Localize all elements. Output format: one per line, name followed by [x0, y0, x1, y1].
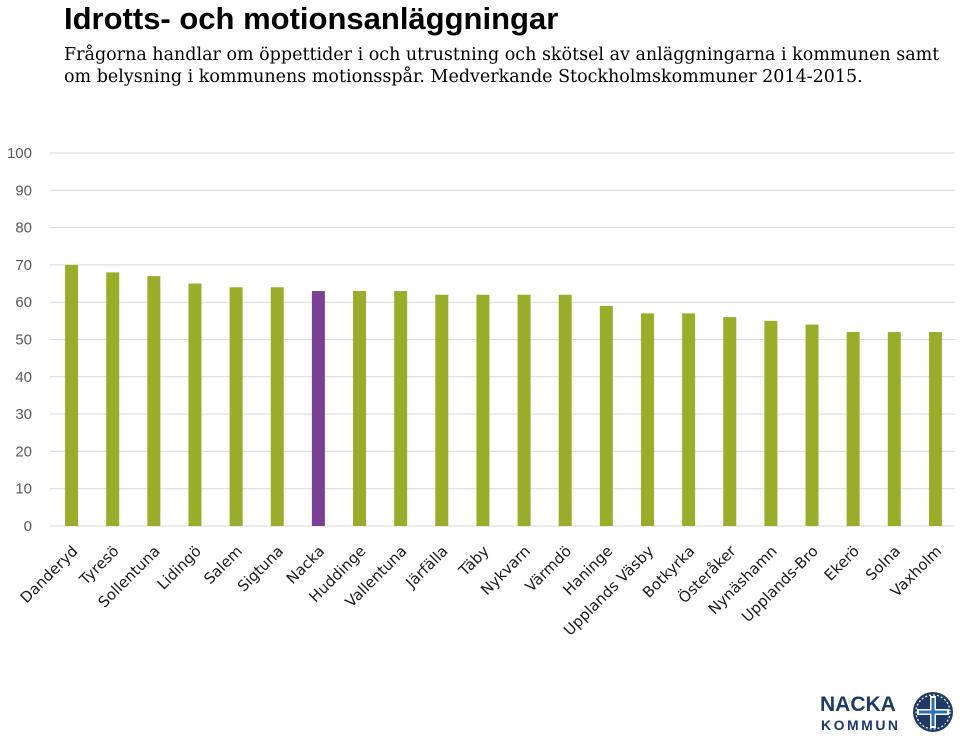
chart-title: Idrotts- och motionsanläggningar	[64, 1, 559, 36]
bar-nykvarn	[517, 294, 531, 526]
y-tick-label: 30	[15, 406, 32, 423]
y-tick-label: 100	[7, 145, 32, 162]
bar-vaxholm	[928, 332, 942, 526]
y-tick-label: 10	[15, 481, 32, 498]
x-tick-label: Täby	[455, 542, 493, 580]
chart-subtitle: Frågorna handlar om öppettider i och utr…	[64, 45, 940, 87]
bar-haninge	[599, 305, 613, 526]
y-tick-label: 80	[15, 220, 32, 237]
bar-salem	[229, 287, 243, 526]
y-tick-label: 90	[15, 182, 32, 199]
gridlines	[50, 152, 955, 527]
x-tick-label: Sigtuna	[234, 542, 287, 595]
x-axis-labels: DanderydTyresöSollentunaLidingöSalemSigt…	[17, 541, 946, 640]
x-tick-label: Lidingö	[154, 542, 205, 593]
y-tick-label: 0	[24, 518, 32, 535]
bar-danderyd	[65, 264, 79, 526]
y-tick-label: 40	[15, 369, 32, 386]
bar-huddinge	[353, 291, 367, 526]
bar-täby	[476, 294, 490, 526]
x-tick-label: Ekerö	[821, 542, 863, 584]
bar-järfälla	[435, 294, 449, 526]
bar-nacka	[311, 291, 325, 526]
x-tick-label: Järfälla	[402, 542, 452, 592]
bar-botkyrka	[682, 313, 696, 526]
bar-sollentuna	[147, 276, 161, 526]
nacka-kommun-logo: NACKA KOMMUN	[820, 692, 953, 733]
bar-österåker	[723, 317, 737, 526]
logo-emblem-icon	[913, 692, 953, 732]
y-tick-label: 20	[15, 443, 32, 460]
bar-nynäshamn	[764, 320, 778, 526]
y-tick-label: 50	[15, 332, 32, 349]
bar-ekerö	[846, 332, 860, 526]
bar-sigtuna	[270, 287, 284, 526]
bar-vallentuna	[394, 291, 408, 526]
logo-text-line1: NACKA	[820, 693, 896, 716]
bar-tyresö	[106, 272, 120, 526]
bar-upplands-bro	[805, 324, 819, 526]
bar-chart: 0 10 20 30 40 50 60 70 80 90 100 DanderydTyresöSol…	[7, 145, 955, 640]
bar-lidingö	[188, 283, 202, 526]
y-axis-ticks: 0 10 20 30 40 50 60 70 80 90 100	[7, 145, 32, 535]
y-tick-label: 60	[15, 294, 32, 311]
bar-solna	[887, 332, 901, 526]
x-tick-label: Danderyd	[17, 542, 82, 607]
bar-upplands-väsby	[640, 313, 654, 526]
logo-text-line2: KOMMUN	[821, 717, 901, 733]
y-tick-label: 70	[15, 257, 32, 274]
bar-värmdö	[558, 294, 572, 526]
bars	[65, 264, 942, 526]
